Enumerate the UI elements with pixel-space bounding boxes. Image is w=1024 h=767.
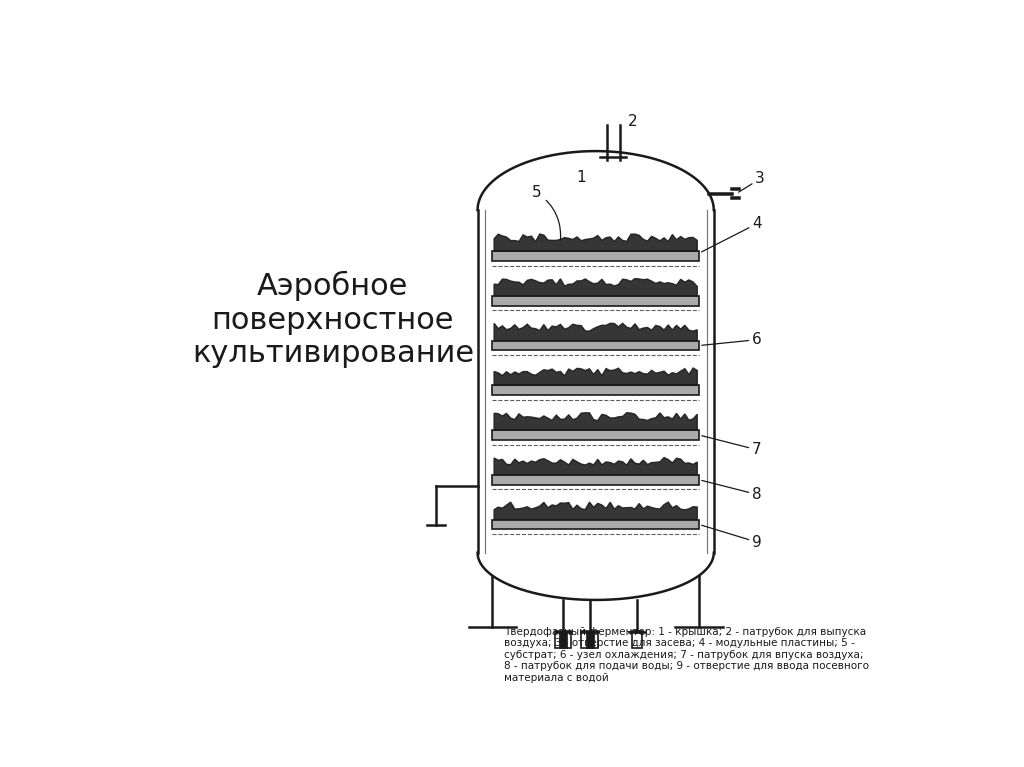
- Bar: [493, 475, 699, 485]
- Text: 9: 9: [701, 525, 762, 550]
- Polygon shape: [495, 413, 697, 430]
- Text: 5: 5: [531, 185, 560, 240]
- Polygon shape: [495, 368, 697, 385]
- Text: 6: 6: [701, 332, 762, 347]
- Bar: [582, 631, 598, 648]
- Text: 1: 1: [577, 170, 586, 185]
- Text: 4: 4: [701, 216, 762, 252]
- Polygon shape: [495, 502, 697, 519]
- Bar: [493, 252, 699, 261]
- Polygon shape: [495, 458, 697, 475]
- Polygon shape: [495, 324, 697, 341]
- Bar: [493, 385, 699, 395]
- Bar: [493, 341, 699, 351]
- Bar: [632, 630, 642, 648]
- Bar: [493, 519, 699, 529]
- Text: 2: 2: [628, 114, 638, 129]
- Polygon shape: [495, 234, 697, 252]
- Text: Аэробное
поверхностное
культивирование: Аэробное поверхностное культивирование: [191, 271, 474, 368]
- Bar: [493, 296, 699, 306]
- Text: 8: 8: [701, 480, 762, 502]
- Bar: [559, 631, 567, 648]
- Text: 7: 7: [701, 436, 762, 457]
- Bar: [555, 631, 571, 648]
- Text: 3: 3: [738, 171, 765, 193]
- Bar: [493, 430, 699, 440]
- Text: Твердофазный ферментер: 1 - крышка; 2 - патрубок для выпуска
воздуха; 3 - отверс: Твердофазный ферментер: 1 - крышка; 2 - …: [504, 627, 869, 683]
- Bar: [586, 631, 594, 648]
- Polygon shape: [495, 278, 697, 296]
